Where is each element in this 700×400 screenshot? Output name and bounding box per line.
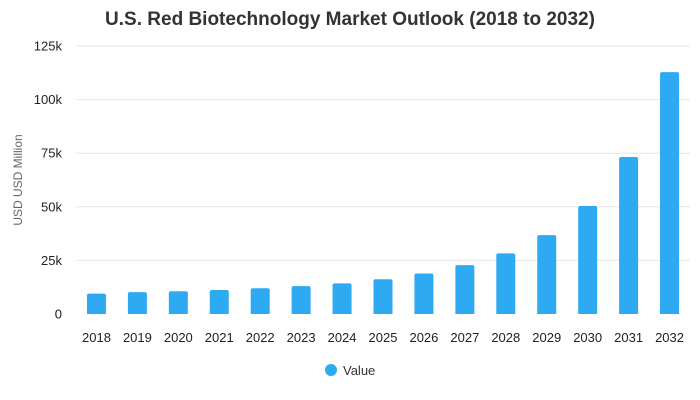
- bar-2022[interactable]: [250, 288, 270, 314]
- x-tick-label: 2021: [205, 330, 234, 345]
- bar-2024[interactable]: [332, 283, 352, 314]
- bar-2026[interactable]: [414, 273, 434, 314]
- legend-label-value: Value: [343, 363, 375, 378]
- bar-2028[interactable]: [496, 253, 516, 314]
- y-tick-label: 50k: [41, 199, 62, 214]
- y-tick-label: 25k: [41, 253, 62, 268]
- bar-2032[interactable]: [660, 72, 680, 314]
- x-tick-label: 2018: [82, 330, 111, 345]
- bar-2029[interactable]: [537, 235, 557, 314]
- bars: [86, 72, 680, 314]
- bar-2019[interactable]: [127, 292, 147, 314]
- bar-2030[interactable]: [578, 205, 598, 314]
- x-tick-label: 2030: [573, 330, 602, 345]
- x-tick-label: 2028: [491, 330, 520, 345]
- x-tick-label: 2019: [123, 330, 152, 345]
- x-tick-label: 2022: [246, 330, 275, 345]
- bar-2027[interactable]: [455, 265, 475, 314]
- y-tick-label: 0: [55, 307, 62, 322]
- x-tick-label: 2032: [655, 330, 684, 345]
- y-tick-label: 75k: [41, 146, 62, 161]
- gridlines: [76, 45, 690, 261]
- bar-2021[interactable]: [209, 289, 229, 314]
- x-tick-label: 2023: [287, 330, 316, 345]
- y-axis-ticks: 0 25k 50k 75k 100k 125k: [34, 39, 63, 322]
- bar-2031[interactable]: [619, 157, 639, 314]
- bar-2023[interactable]: [291, 286, 311, 314]
- bar-2020[interactable]: [168, 291, 188, 314]
- legend[interactable]: Value: [325, 363, 375, 378]
- bar-2018[interactable]: [86, 293, 106, 314]
- x-tick-label: 2026: [409, 330, 438, 345]
- x-axis-ticks: 2018 2019 2020 2021 2022 2023 2024 2025 2026 2027…: [82, 330, 684, 345]
- y-axis-title: USD USD Million: [11, 134, 25, 225]
- x-tick-label: 2029: [532, 330, 561, 345]
- x-tick-label: 2024: [328, 330, 357, 345]
- x-tick-label: 2020: [164, 330, 193, 345]
- chart-title: U.S. Red Biotechnology Market Outlook (2…: [105, 9, 595, 30]
- x-tick-label: 2027: [450, 330, 479, 345]
- bar-2025[interactable]: [373, 279, 393, 314]
- y-tick-label: 125k: [34, 39, 63, 54]
- legend-marker-value: [325, 364, 337, 376]
- x-tick-label: 2025: [369, 330, 398, 345]
- y-tick-label: 100k: [34, 92, 63, 107]
- x-tick-label: 2031: [614, 330, 643, 345]
